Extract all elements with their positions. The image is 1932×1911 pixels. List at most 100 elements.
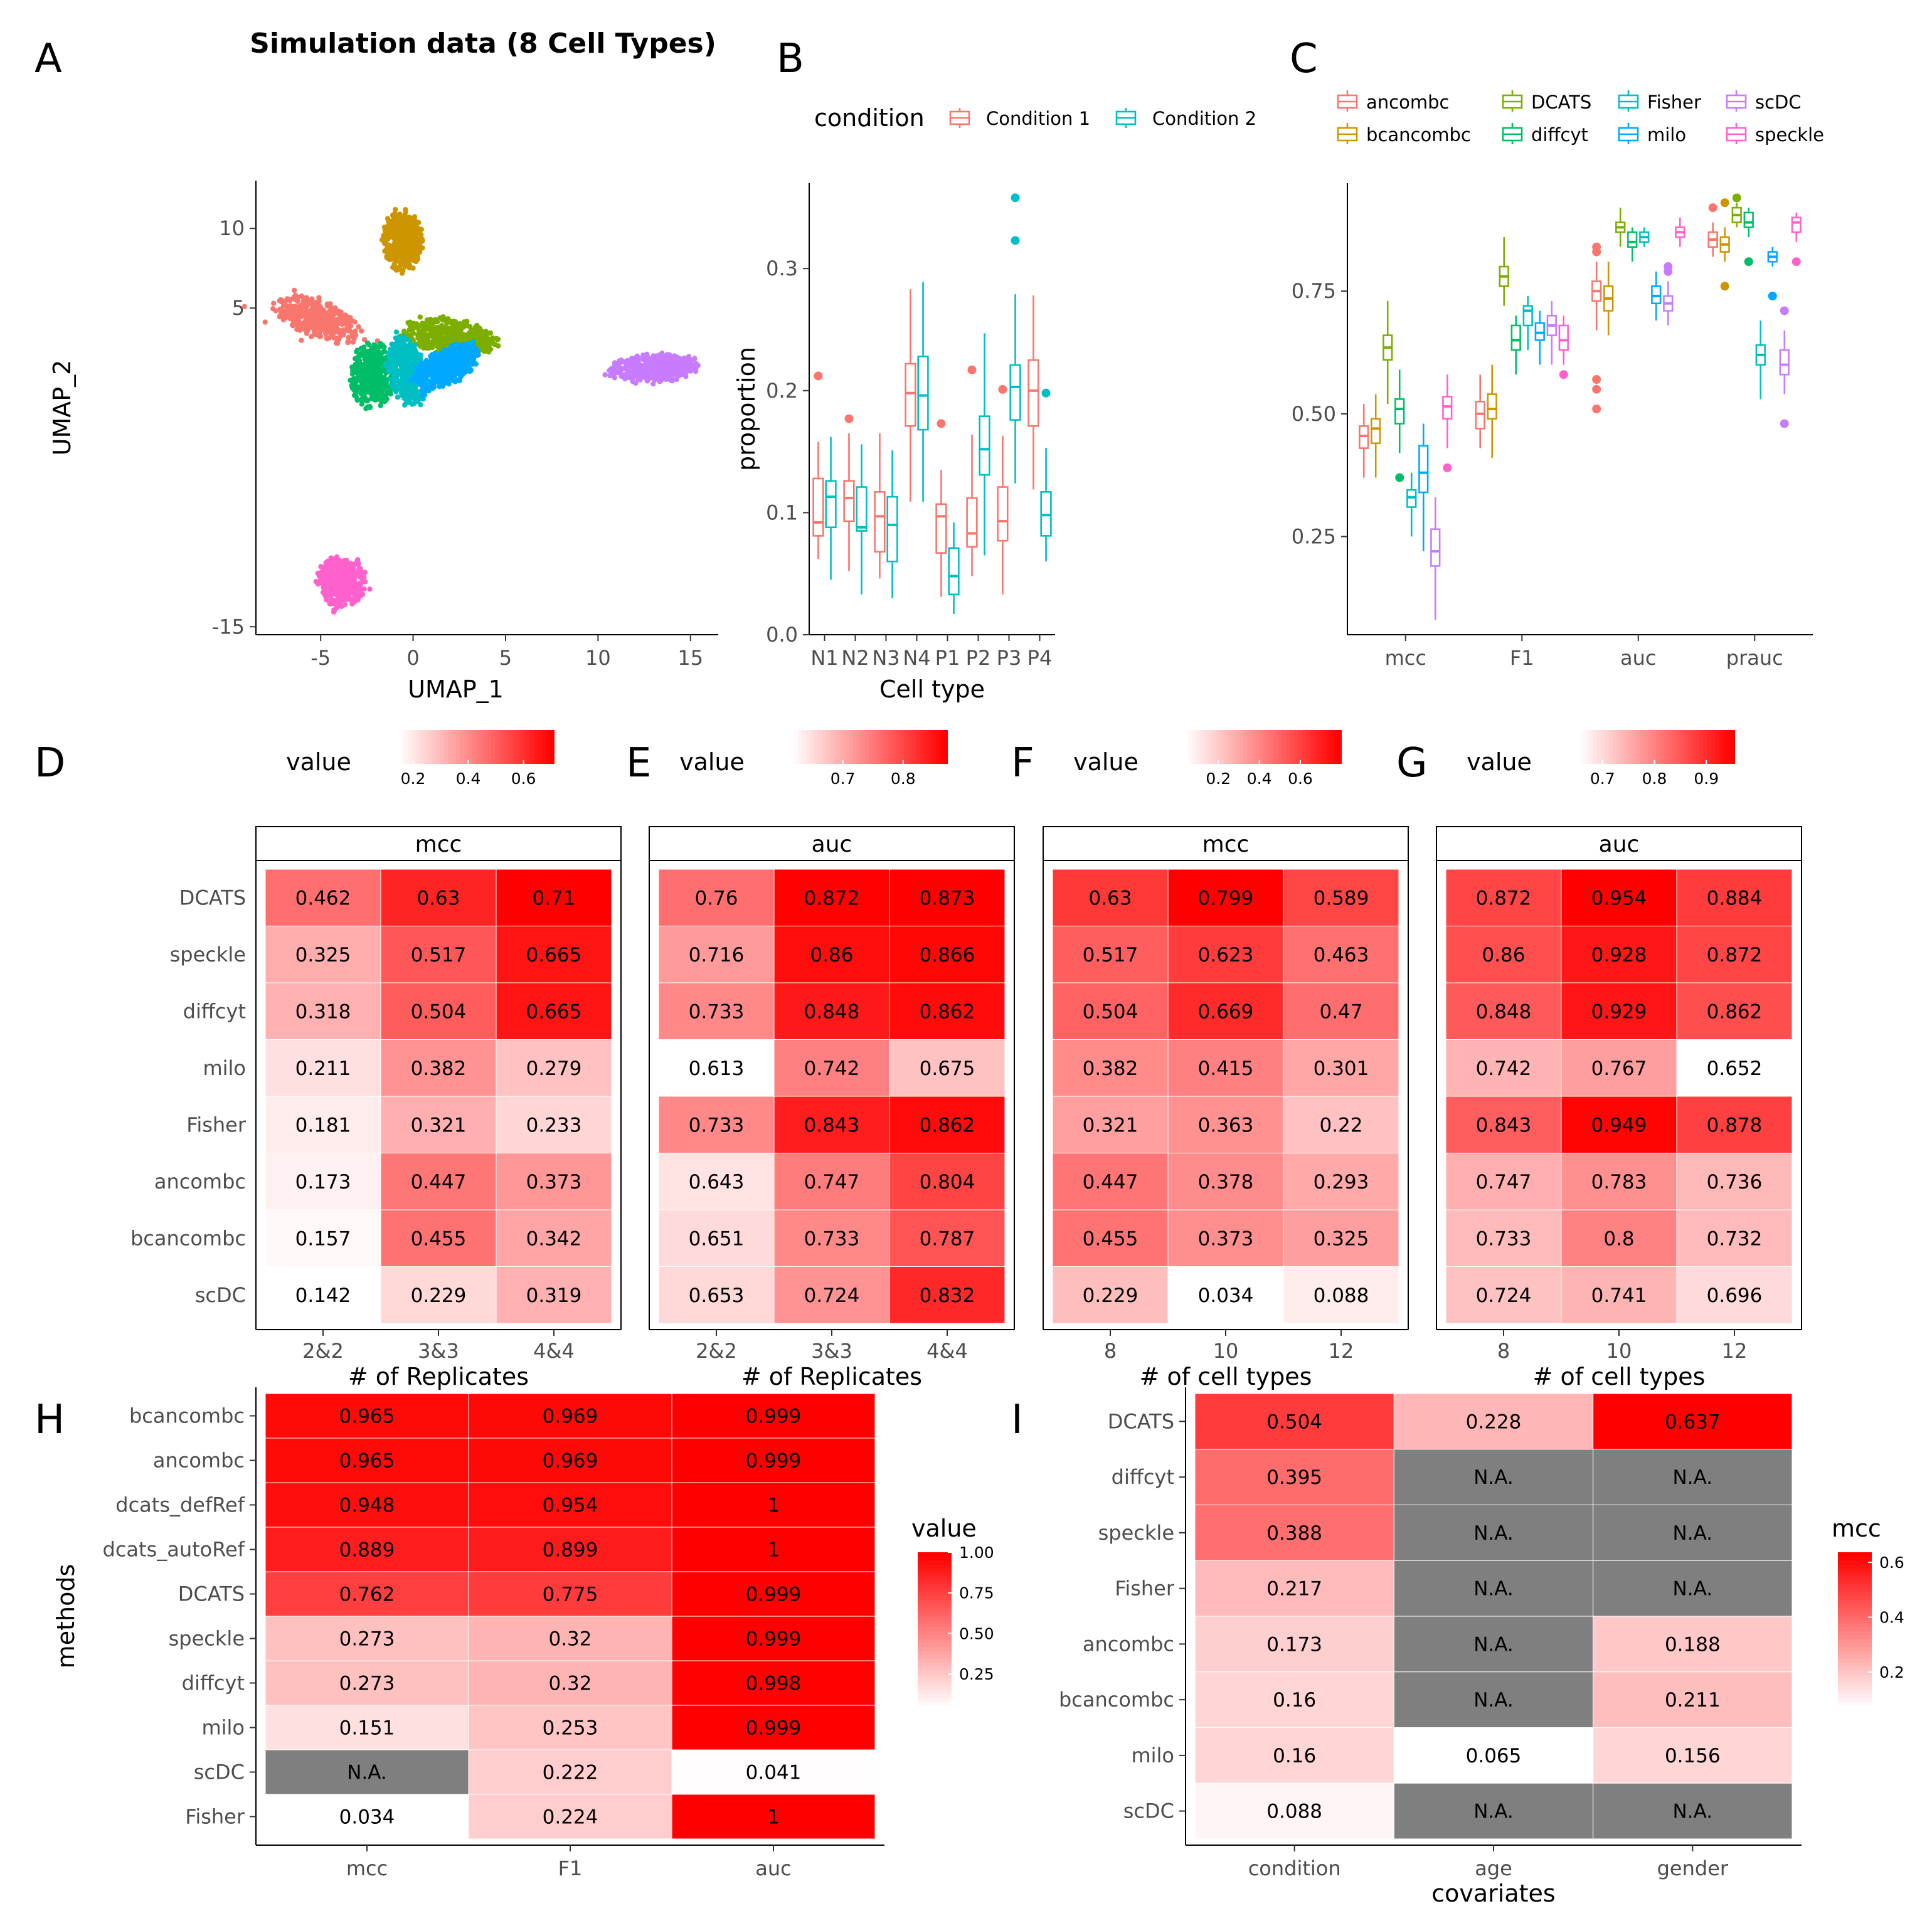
colorbar-segment <box>1652 730 1657 764</box>
heatmap-cell-label: 0.321 <box>411 1114 467 1136</box>
box-body <box>917 356 929 431</box>
colorbar-segment <box>491 730 496 764</box>
colorbar-segment <box>927 730 932 764</box>
facet-strip-label: mcc <box>415 832 462 857</box>
umap-point <box>652 373 657 379</box>
heatmap-cell-label: 0.8 <box>1603 1227 1634 1250</box>
legend-label: Fisher <box>1647 92 1701 113</box>
colorbar-segment <box>1314 730 1319 764</box>
heatmap-cell <box>1167 1039 1284 1097</box>
umap-point <box>334 554 340 560</box>
legend-title: value <box>286 748 351 776</box>
umap-point <box>358 397 364 403</box>
heatmap-cell <box>1676 926 1793 983</box>
x-tick-label: N2 <box>841 646 869 670</box>
box-body <box>905 363 916 427</box>
facet-strip <box>649 826 1015 861</box>
umap-point <box>445 326 451 331</box>
colorbar-segment <box>1204 730 1209 764</box>
heatmap-cell-label: 0.463 <box>1314 944 1369 966</box>
heatmap-cell-label: 0.447 <box>1083 1171 1138 1194</box>
umap-panel: -5 0 5 10 15 -15 5 10 UMAP_1 UMAP_2 <box>48 181 718 703</box>
heatmap-cell <box>1194 1782 1394 1840</box>
umap-point <box>322 310 328 315</box>
colorbar-segment <box>1838 1564 1872 1569</box>
umap-point <box>612 360 618 366</box>
colorbar-segment <box>507 730 512 764</box>
umap-point <box>304 324 310 329</box>
umap-point <box>695 363 701 368</box>
umap-point <box>393 229 399 235</box>
row-label: Fisher <box>185 1805 245 1829</box>
umap-point <box>333 591 339 598</box>
colorbar-segment <box>1231 730 1236 764</box>
umap-point <box>428 327 434 333</box>
umap-point <box>378 379 383 384</box>
colorbar-segment <box>1838 1650 1872 1655</box>
heatmap-cell-label: 0.47 <box>1319 1000 1362 1023</box>
legend-key <box>1337 90 1358 112</box>
heatmap-cell <box>496 1039 612 1097</box>
umap-point <box>289 307 294 314</box>
umap-point <box>397 379 403 385</box>
heatmap-cell <box>265 1039 381 1097</box>
umap-point <box>401 239 406 245</box>
umap-point <box>321 326 326 331</box>
heatmap-cell <box>265 1527 469 1572</box>
heatmap-cell-label: 0.832 <box>920 1284 975 1307</box>
umap-point <box>393 376 398 382</box>
heatmap-cell <box>468 1482 672 1528</box>
heatmap-cell <box>671 1527 876 1572</box>
box <box>917 282 929 502</box>
umap-point <box>437 315 443 320</box>
colorbar-segment <box>1208 730 1213 764</box>
legend-title: value <box>679 748 745 776</box>
umap-point <box>356 384 363 390</box>
umap-point <box>349 371 356 377</box>
x-tick-label: gender <box>1657 1856 1729 1880</box>
colorbar-segment <box>900 730 905 764</box>
colorbar-segment <box>802 730 807 764</box>
colorbar-segment <box>1687 730 1692 764</box>
heatmap-cell-label: 0.034 <box>339 1806 395 1829</box>
facet-strip-label: auc <box>812 832 852 857</box>
umap-point <box>348 579 353 585</box>
heatmap-cell-label: 0.948 <box>339 1495 395 1517</box>
umap-point <box>363 351 369 357</box>
heatmap-cell <box>671 1660 876 1706</box>
umap-point <box>464 341 470 347</box>
y-tick-label: 0.50 <box>1292 402 1336 426</box>
colorbar-segment <box>1644 730 1649 764</box>
colorbar-segment <box>1632 730 1637 764</box>
heatmap-cell-label: 0.929 <box>1591 1000 1647 1023</box>
heatmap-cell <box>671 1794 876 1840</box>
heatmap-cell-label: 0.504 <box>1083 1000 1138 1023</box>
umap-point <box>301 298 307 304</box>
colorbar-segment <box>864 730 869 764</box>
colorbar-tick-label: 0.4 <box>1247 770 1272 788</box>
umap-point <box>646 376 652 382</box>
x-axis-title: UMAP_1 <box>408 675 504 703</box>
umap-point <box>437 358 442 364</box>
heatmap-cell-label: 0.279 <box>526 1057 582 1080</box>
colorbar-segment <box>1714 730 1719 764</box>
umap-point <box>299 337 304 343</box>
umap-point <box>683 359 689 364</box>
umap-point <box>633 380 639 386</box>
umap-point <box>313 311 319 317</box>
umap-point <box>618 357 624 363</box>
heatmap-cell <box>1676 1153 1793 1210</box>
x-tick-label: N4 <box>903 646 930 670</box>
heatmap-cell <box>773 926 890 983</box>
heatmap-cell <box>889 1153 1006 1210</box>
x-tick-label: 3&3 <box>811 1339 852 1363</box>
x-tick-label: P4 <box>1027 646 1053 670</box>
colorbar-segment <box>502 730 507 764</box>
colorbar-segment <box>918 1560 952 1565</box>
box-outlier <box>1780 306 1789 315</box>
umap-point <box>317 313 323 319</box>
colorbar-segment <box>1255 730 1260 764</box>
heatmap-cell-label: 0.229 <box>1083 1284 1138 1307</box>
colorbar-segment <box>1616 730 1622 764</box>
heatmap-cell <box>889 1096 1006 1153</box>
